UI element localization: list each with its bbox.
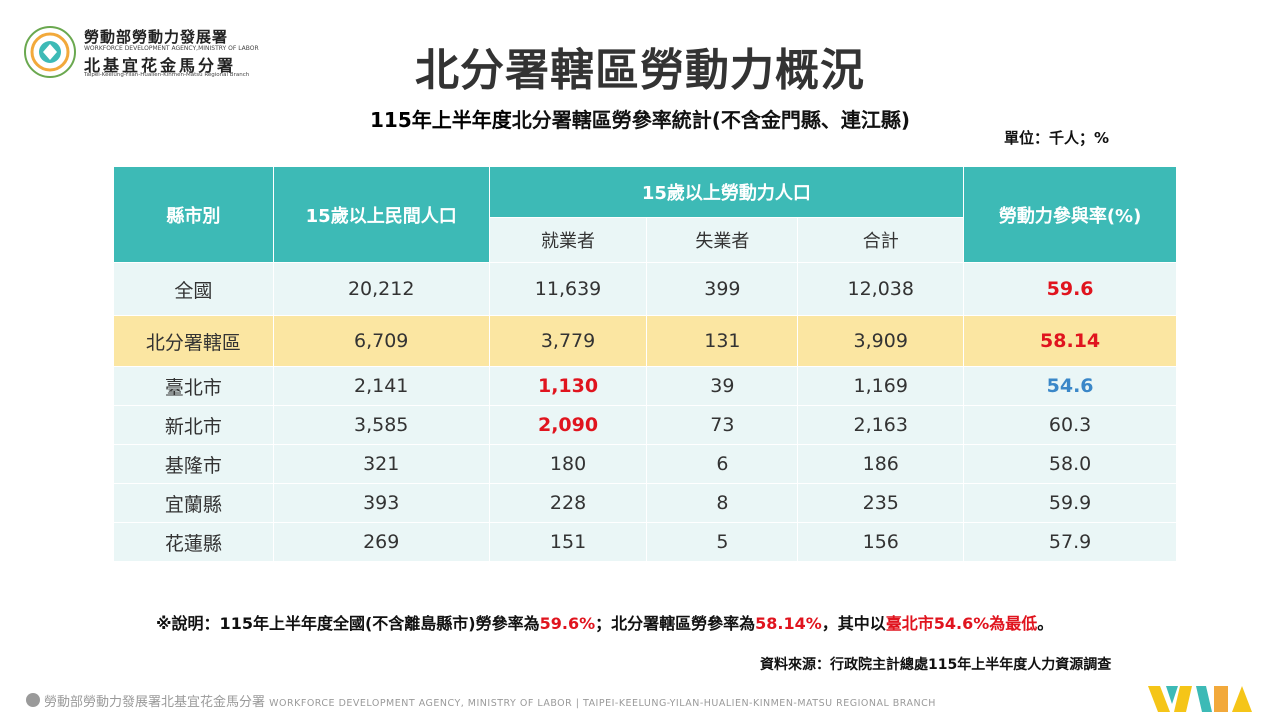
subtitle-main: 北分署轄區勞參率統計(不含金門縣、連江縣) bbox=[511, 108, 911, 132]
note-text-1: ※說明：115年上半年度全國(不含離島縣市)勞參率為 bbox=[156, 614, 540, 633]
cell-rate: 57.9 bbox=[963, 522, 1177, 562]
logo-agency-english: WORKFORCE DEVELOPMENT AGENCY,MINISTRY OF… bbox=[84, 45, 259, 52]
cell-total: 3,909 bbox=[797, 315, 965, 367]
note-lowest-city: 臺北市54.6%為最低 bbox=[885, 614, 1038, 633]
cell-total: 2,163 bbox=[797, 405, 965, 445]
cell-unemployed: 6 bbox=[646, 444, 799, 484]
cell-unemployed: 8 bbox=[646, 483, 799, 523]
cell-total: 1,169 bbox=[797, 366, 965, 406]
cell-rate: 60.3 bbox=[963, 405, 1177, 445]
footer-text: 勞動部勞動力發展署北基宜花金馬分署 WORKFORCE DEVELOPMENT … bbox=[44, 691, 936, 710]
cell-employed: 2,090 bbox=[488, 405, 648, 445]
data-source: 資料來源：行政院主計總處115年上半年度人力資源調查 bbox=[760, 657, 1112, 673]
cell-rate: 54.6 bbox=[963, 366, 1177, 406]
note-national-rate: 59.6% bbox=[539, 614, 596, 633]
footer-agency-en: WORKFORCE DEVELOPMENT AGENCY, MINISTRY O… bbox=[269, 698, 936, 709]
agency-emblem-icon bbox=[24, 26, 76, 78]
table-subtitle: 115年上半年度北分署轄區勞參率統計(不含金門縣、連江縣) bbox=[0, 104, 1280, 133]
logo-agency-name: 勞動部勞動力發展署 bbox=[84, 28, 229, 46]
cell-population: 393 bbox=[272, 483, 490, 523]
cell-region: 臺北市 bbox=[113, 366, 274, 406]
explanation-note: ※說明：115年上半年度全國(不含離島縣市)勞參率為59.6%；北分署轄區勞參率… bbox=[156, 610, 1053, 634]
cell-population: 20,212 bbox=[272, 262, 490, 316]
cell-rate: 59.9 bbox=[963, 483, 1177, 523]
cell-region: 基隆市 bbox=[113, 444, 274, 484]
cell-rate: 59.6 bbox=[963, 262, 1177, 316]
header-participation-rate: 勞動力參與率(%) bbox=[963, 166, 1177, 263]
cell-total: 235 bbox=[797, 483, 965, 523]
cell-employed: 151 bbox=[488, 522, 648, 562]
logo-branch-english: Taipei-Keelung-Yilan-Hualien-Kinmen-Mats… bbox=[84, 72, 250, 78]
note-text-4: 。 bbox=[1037, 614, 1054, 633]
cell-total: 186 bbox=[797, 444, 965, 484]
table-row: 基隆市 321 180 6 186 58.0 bbox=[113, 444, 1177, 484]
cell-population: 3,585 bbox=[272, 405, 490, 445]
header-employed: 就業者 bbox=[488, 217, 648, 263]
cell-population: 2,141 bbox=[272, 366, 490, 406]
labor-force-table: 縣市別 15歲以上民間人口 15歲以上勞動力人口 勞動力參與率(%) 就業者 失… bbox=[113, 166, 1177, 562]
cell-population: 321 bbox=[272, 444, 490, 484]
cell-population: 269 bbox=[272, 522, 490, 562]
cell-unemployed: 131 bbox=[646, 315, 799, 367]
cell-rate: 58.0 bbox=[963, 444, 1177, 484]
footer: 勞動部勞動力發展署北基宜花金馬分署 WORKFORCE DEVELOPMENT … bbox=[0, 684, 1280, 714]
subtitle-period: 115年上半年度 bbox=[369, 108, 512, 132]
table-row: 花蓮縣 269 151 5 156 57.9 bbox=[113, 522, 1177, 562]
cell-region: 全國 bbox=[113, 262, 274, 316]
cell-region: 宜蘭縣 bbox=[113, 483, 274, 523]
header-total: 合計 bbox=[797, 217, 965, 263]
table-row: 新北市 3,585 2,090 73 2,163 60.3 bbox=[113, 405, 1177, 445]
cell-region: 北分署轄區 bbox=[113, 315, 274, 367]
header-region: 縣市別 bbox=[113, 166, 274, 263]
header-population: 15歲以上民間人口 bbox=[272, 166, 490, 263]
table-row: 全國 20,212 11,639 399 12,038 59.6 bbox=[113, 262, 1177, 316]
cell-unemployed: 399 bbox=[646, 262, 799, 316]
cell-rate: 58.14 bbox=[963, 315, 1177, 367]
cell-employed: 3,779 bbox=[488, 315, 648, 367]
logo-branch-name: 北基宜花金馬分署 bbox=[84, 56, 237, 75]
agency-logo: 勞動部勞動力發展署 WORKFORCE DEVELOPMENT AGENCY,M… bbox=[24, 26, 274, 80]
table-row: 臺北市 2,141 1,130 39 1,169 54.6 bbox=[113, 366, 1177, 406]
unit-label: 單位：千人；% bbox=[1004, 129, 1110, 147]
header-unemployed: 失業者 bbox=[646, 217, 799, 263]
cell-employed: 180 bbox=[488, 444, 648, 484]
cell-unemployed: 5 bbox=[646, 522, 799, 562]
table-row: 宜蘭縣 393 228 8 235 59.9 bbox=[113, 483, 1177, 523]
brand-mark-icon bbox=[1148, 686, 1252, 712]
note-text-2: ；北分署轄區勞參率為 bbox=[595, 614, 756, 633]
cell-employed: 1,130 bbox=[488, 366, 648, 406]
cell-region: 花蓮縣 bbox=[113, 522, 274, 562]
note-branch-rate: 58.14% bbox=[755, 614, 822, 633]
cell-unemployed: 39 bbox=[646, 366, 799, 406]
cell-total: 156 bbox=[797, 522, 965, 562]
page-title: 北分署轄區勞動力概況 bbox=[415, 45, 865, 96]
footer-agency-zh: 勞動部勞動力發展署北基宜花金馬分署 bbox=[44, 695, 266, 710]
note-text-3: ，其中以 bbox=[821, 614, 886, 633]
cell-total: 12,038 bbox=[797, 262, 965, 316]
cell-employed: 228 bbox=[488, 483, 648, 523]
cell-population: 6,709 bbox=[272, 315, 490, 367]
footer-logo-icon bbox=[26, 693, 40, 707]
header-labor-force: 15歲以上勞動力人口 bbox=[488, 166, 965, 218]
cell-region: 新北市 bbox=[113, 405, 274, 445]
cell-unemployed: 73 bbox=[646, 405, 799, 445]
table-row: 北分署轄區 6,709 3,779 131 3,909 58.14 bbox=[113, 315, 1177, 367]
cell-employed: 11,639 bbox=[488, 262, 648, 316]
